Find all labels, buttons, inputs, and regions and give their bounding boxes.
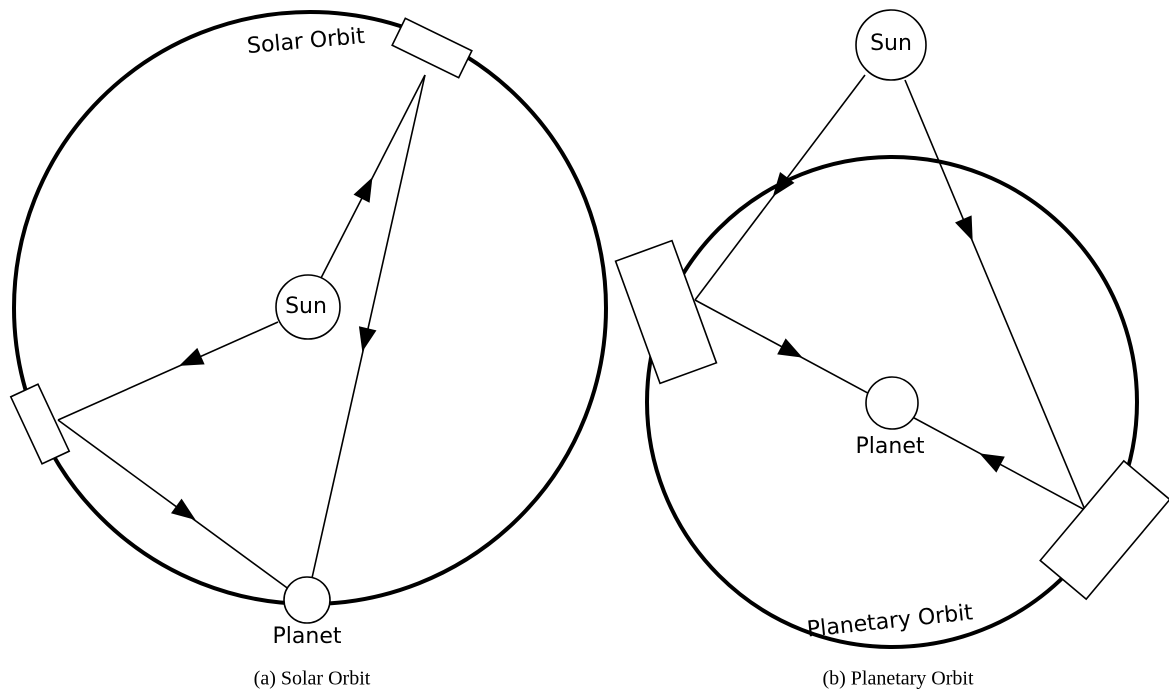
caption: (a) Solar Orbit bbox=[254, 668, 371, 690]
satellite bbox=[1039, 459, 1169, 601]
link bbox=[319, 74, 426, 281]
panel-a: Sun Planet Solar Orbit (a) Solar Orbit bbox=[9, 10, 608, 690]
planet bbox=[283, 576, 331, 624]
sun bbox=[855, 9, 927, 81]
sun-label: Sun bbox=[285, 294, 327, 319]
arrow bbox=[777, 338, 803, 358]
link bbox=[311, 74, 426, 579]
arrow bbox=[179, 347, 205, 366]
sun-label: Sun bbox=[870, 31, 912, 56]
planet bbox=[865, 376, 919, 430]
satellite bbox=[391, 17, 473, 79]
link bbox=[57, 419, 291, 591]
planet-label: Planet bbox=[856, 434, 925, 459]
satellite bbox=[614, 239, 718, 385]
arrow bbox=[772, 172, 795, 197]
caption: (b) Planetary Orbit bbox=[822, 668, 974, 690]
planet-label: Planet bbox=[273, 624, 342, 649]
orbit-label: Solar Orbit bbox=[246, 24, 366, 59]
satellite bbox=[9, 383, 71, 465]
arrow bbox=[353, 177, 373, 203]
link bbox=[57, 321, 279, 421]
sun bbox=[275, 274, 341, 340]
arrow bbox=[358, 326, 377, 352]
arrow bbox=[955, 215, 973, 242]
orbit-label: Planetary Orbit bbox=[806, 600, 975, 642]
arrow bbox=[979, 453, 1005, 473]
link bbox=[904, 79, 1086, 511]
panel-b: Sun Planet Planetary Orbit (b) Planetary… bbox=[614, 9, 1169, 690]
planetary-orbit bbox=[645, 155, 1139, 649]
arrow bbox=[171, 498, 196, 521]
